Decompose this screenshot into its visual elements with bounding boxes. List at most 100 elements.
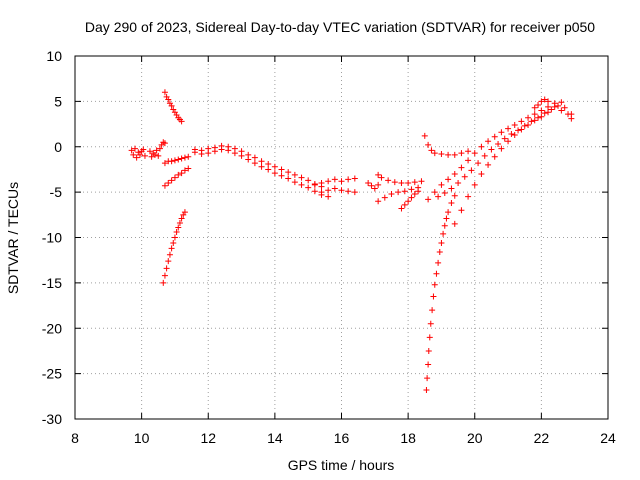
data-point: [428, 147, 435, 154]
series-main-lower: [191, 146, 332, 200]
data-point: [538, 113, 545, 120]
series-rise-b: [435, 102, 575, 200]
data-point: [468, 167, 475, 174]
data-point: [160, 279, 167, 286]
data-point: [168, 177, 175, 184]
data-point: [471, 181, 478, 188]
data-point: [178, 170, 185, 177]
data-point: [441, 222, 448, 229]
data-point: [368, 182, 375, 189]
data-point: [501, 135, 508, 142]
data-point: [131, 145, 138, 152]
y-tick-label: -5: [50, 184, 63, 200]
series-arc-18-low: [398, 188, 422, 212]
data-point: [411, 190, 418, 197]
y-tick-label: -20: [42, 320, 62, 336]
data-point: [318, 180, 325, 187]
data-point: [535, 114, 542, 121]
data-point: [458, 150, 465, 157]
data-point: [485, 161, 492, 168]
data-point: [173, 229, 180, 236]
data-point: [491, 153, 498, 160]
data-point: [156, 145, 163, 152]
data-point: [285, 169, 292, 176]
data-point: [388, 190, 395, 197]
y-tick-label: -10: [42, 230, 62, 246]
data-point: [443, 215, 450, 222]
data-point: [505, 138, 512, 145]
data-point: [448, 185, 455, 192]
data-point: [538, 107, 545, 114]
data-point: [165, 258, 172, 265]
data-point: [185, 153, 192, 160]
data-point: [171, 174, 178, 181]
data-point: [465, 193, 472, 200]
data-point: [305, 184, 312, 191]
data-point: [401, 201, 408, 208]
data-point: [491, 133, 498, 140]
data-point: [181, 167, 188, 174]
data-point: [130, 151, 137, 158]
data-point: [136, 151, 143, 158]
x-tick-label: 8: [71, 430, 79, 446]
series-arc-18-top: [421, 132, 472, 158]
data-point: [451, 192, 458, 199]
data-point: [427, 320, 434, 327]
grid: [75, 56, 608, 419]
data-point: [401, 188, 408, 195]
axis-ticks: [74, 55, 609, 420]
data-point: [205, 150, 212, 157]
series-steep: [423, 192, 458, 393]
data-point: [140, 146, 147, 153]
y-tick-label: -30: [42, 411, 62, 427]
data-point: [548, 106, 555, 113]
data-point: [408, 186, 415, 193]
data-point: [151, 151, 158, 158]
data-point: [418, 178, 425, 185]
data-point: [133, 154, 140, 161]
data-point: [435, 259, 442, 266]
data-point: [311, 188, 318, 195]
series-arc-mid: [161, 153, 192, 167]
data-point: [431, 150, 438, 157]
y-tick-labels: -30 -25 -20 -15 -10 -5 0 5 10: [42, 48, 62, 427]
data-point: [168, 102, 175, 109]
y-tick-label: -15: [42, 275, 62, 291]
series-arc-low: [161, 165, 192, 189]
data-point: [425, 196, 432, 203]
data-point: [461, 173, 468, 180]
data-point: [565, 111, 572, 118]
data-point: [148, 153, 155, 160]
data-point: [395, 189, 402, 196]
series-tail-22: [531, 96, 575, 122]
data-point: [545, 98, 552, 105]
data-point: [568, 115, 575, 122]
data-point: [178, 215, 185, 222]
data-point: [166, 251, 173, 258]
data-point: [425, 361, 432, 368]
data-point: [451, 220, 458, 227]
data-point: [178, 118, 185, 125]
data-point: [441, 190, 448, 197]
data-point: [325, 178, 332, 185]
data-point: [238, 152, 245, 159]
data-point: [318, 189, 325, 196]
data-point: [488, 146, 495, 153]
data-point: [511, 121, 518, 128]
data-point: [251, 154, 258, 161]
data-point: [258, 158, 265, 165]
data-point: [445, 151, 452, 158]
data-point: [398, 205, 405, 212]
data-point: [433, 270, 440, 277]
data-point: [375, 198, 382, 205]
data-point: [436, 249, 443, 256]
x-tick-label: 14: [267, 430, 283, 446]
data-point: [278, 172, 285, 179]
data-point: [558, 99, 565, 106]
series-arc-10.7-zero: [158, 139, 168, 148]
data-point: [424, 375, 431, 382]
data-point: [175, 171, 182, 178]
data-point: [146, 148, 153, 155]
